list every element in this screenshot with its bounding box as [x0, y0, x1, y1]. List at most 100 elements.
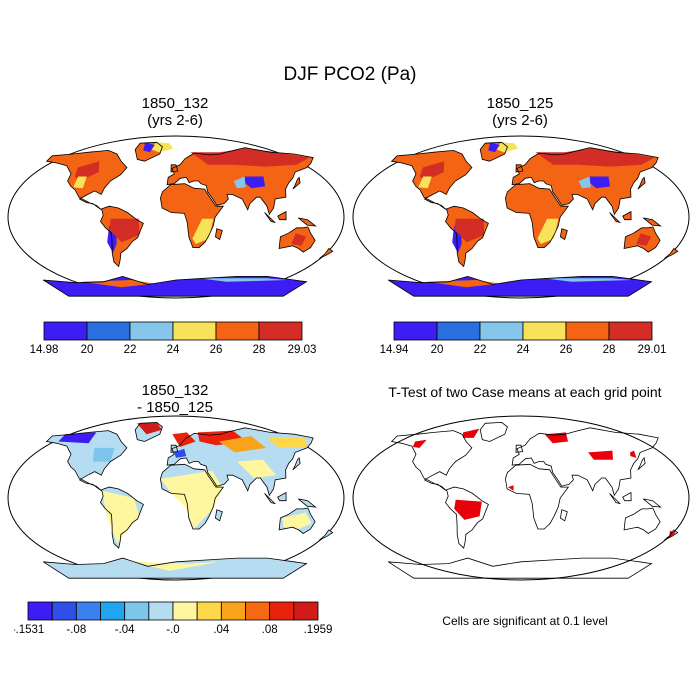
colorbar-tick-label: 26	[560, 344, 573, 356]
map-panel-1850-125	[352, 135, 690, 299]
colorbar-bin	[245, 601, 271, 621]
land-namerica	[46, 150, 127, 210]
coastline-borneo	[277, 491, 287, 502]
land-madagascar	[215, 228, 223, 240]
greenland-light	[494, 142, 519, 153]
colorbar-tick-label: 14.98	[30, 344, 58, 356]
coastline-borneo	[622, 491, 632, 502]
coastline-uk	[515, 164, 524, 173]
sig-eastasia	[630, 450, 637, 458]
colorbar-bin	[75, 601, 101, 621]
colorbar-bin	[436, 321, 481, 341]
coastline-borneo	[277, 210, 287, 221]
coastline-uk	[515, 444, 524, 453]
panel-3-title-line2: - 1850_125	[137, 399, 213, 416]
australia-peak	[636, 233, 652, 246]
coastline-japan	[637, 457, 646, 471]
colorbar-bin	[393, 321, 438, 341]
coastline-sumatra	[264, 212, 277, 224]
colorbar-bin	[565, 321, 610, 341]
coastline-samerica	[100, 486, 144, 549]
australia-pos	[282, 512, 312, 529]
coastline-antarctica	[42, 275, 308, 297]
antarctica-mid	[198, 278, 287, 282]
colorbar-tick-label: -.0	[166, 624, 179, 636]
coastline-sumatra	[609, 493, 622, 505]
coastline-uk	[170, 444, 179, 453]
europe-neg	[174, 448, 187, 458]
coastline-australia	[278, 507, 316, 534]
coastline-madagascar	[559, 228, 568, 241]
colorbar-bin	[269, 601, 295, 621]
canada-peak	[74, 161, 100, 181]
colorbar-bin	[258, 321, 303, 341]
coastline-madagascar	[214, 228, 223, 241]
colorbar-tick-label: 14.94	[380, 344, 409, 356]
land-madagascar	[215, 509, 223, 521]
map-panel-difference	[7, 415, 345, 581]
rockies-mid	[73, 176, 87, 189]
coastline-madagascar	[559, 509, 568, 522]
coastline-africa	[159, 463, 225, 530]
coastline-nz	[319, 529, 334, 541]
colorbar-tick-label: 20	[431, 344, 444, 356]
colorbar-bin	[86, 321, 131, 341]
panel-3-title-line1: 1850_132	[141, 382, 209, 399]
tibet-edge	[233, 176, 246, 189]
coastline-africa	[504, 183, 570, 248]
colorbar-tick-label: .04	[213, 624, 230, 636]
asia-pos	[237, 459, 277, 478]
coastline-eurasia	[166, 427, 314, 497]
colorbar-tick-label: 24	[517, 344, 530, 356]
australia-peak	[291, 233, 307, 246]
colorbar-tick-label: 29.01	[638, 344, 667, 356]
land-borneo	[277, 492, 287, 501]
tibet-edge	[578, 176, 591, 189]
coastline-nz	[664, 247, 679, 259]
colorbar-bin	[608, 321, 653, 341]
coastline-newguinea	[298, 498, 317, 508]
coastline-eurasia	[511, 147, 659, 216]
coastline-africa	[504, 463, 570, 530]
coastline-borneo	[622, 210, 632, 221]
coastline-japan	[637, 176, 646, 190]
colorbar-tick-label: 22	[124, 344, 137, 356]
coastline-greenland	[134, 141, 163, 162]
samerica-pos	[101, 490, 140, 544]
tibet-low	[589, 176, 611, 189]
panel-1-title-line1: 1850_132	[141, 95, 209, 112]
colorbar-tick-label: -.08	[66, 624, 86, 636]
land-namerica	[391, 150, 472, 210]
colorbar-bin	[172, 321, 217, 341]
sig-arctic-canada	[463, 428, 480, 438]
panel-2-title-line2: (yrs 2-6)	[492, 112, 548, 129]
sig-alaska	[412, 439, 427, 448]
colorbar-bin	[220, 601, 246, 621]
coastline-antarctica	[42, 557, 308, 579]
map-panel-1850-132	[7, 135, 345, 299]
colorbar-bin	[27, 601, 53, 621]
coastline-nz	[664, 529, 679, 541]
coastline-samerica	[100, 205, 144, 268]
rockies-mid	[418, 176, 432, 189]
colorbar-tick-label: 26	[210, 344, 223, 356]
colorbar-bin	[148, 601, 174, 621]
sig-nz	[669, 530, 676, 539]
land-namerica	[46, 430, 127, 491]
coastline-newguinea	[643, 498, 662, 508]
colorbar-tick-label: 22	[474, 344, 487, 356]
antarctica-pos	[131, 561, 221, 571]
siberia-pos	[219, 436, 266, 453]
panel-1-title: 1850_132 (yrs 2-6)	[75, 95, 275, 129]
colorbar-bin	[43, 321, 88, 341]
colorbar-tick-label: 24	[167, 344, 180, 356]
coastline-greenland	[479, 141, 508, 162]
greenland-low	[143, 142, 155, 153]
coastline-japan	[292, 457, 301, 471]
colorbar-bin	[215, 321, 260, 341]
greenland-low	[488, 142, 500, 153]
coastline-eurasia	[511, 427, 659, 497]
colorbar-bin	[129, 321, 174, 341]
canada-peak	[419, 161, 445, 181]
colorbar-bin	[124, 601, 150, 621]
